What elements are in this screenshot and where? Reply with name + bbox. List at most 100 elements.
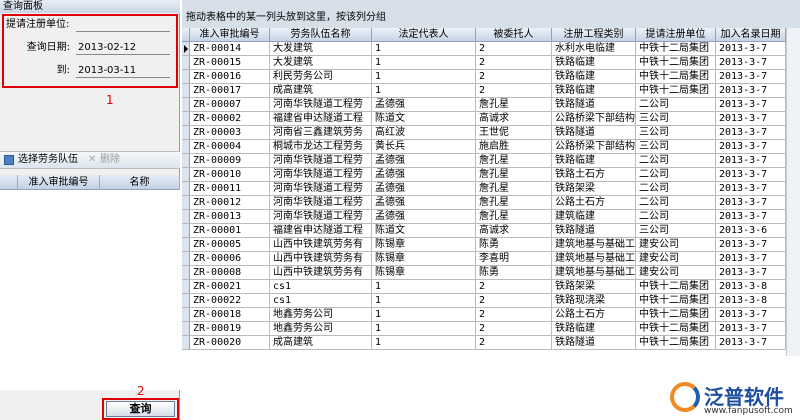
delete-button[interactable]: 删除 — [100, 154, 120, 165]
table-cell[interactable]: 铁路隧道 — [552, 336, 636, 350]
table-cell[interactable]: ZR-00003 — [190, 126, 270, 140]
table-cell[interactable]: ZR-00006 — [190, 252, 270, 266]
table-cell[interactable]: 建筑地基与基础工 — [552, 266, 636, 280]
table-cell[interactable]: 詹孔星 — [476, 168, 552, 182]
table-cell[interactable]: 二公司 — [636, 210, 716, 224]
table-cell[interactable]: 1 — [372, 308, 476, 322]
table-cell[interactable]: 2013-3-7 — [716, 42, 786, 56]
column-header[interactable]: 法定代表人 — [372, 28, 476, 42]
table-cell[interactable]: 陈勇 — [476, 238, 552, 252]
table-cell[interactable]: 二公司 — [636, 98, 716, 112]
table-cell[interactable]: ZR-00022 — [190, 294, 270, 308]
table-cell[interactable]: 河南华铁隧道工程劳 — [270, 210, 372, 224]
table-cell[interactable]: 铁路临建 — [552, 70, 636, 84]
field-input[interactable]: 2013-02-12 — [76, 41, 170, 55]
table-cell[interactable]: ZR-00019 — [190, 322, 270, 336]
table-cell[interactable]: 詹孔星 — [476, 182, 552, 196]
table-cell[interactable]: cs1 — [270, 280, 372, 294]
table-cell[interactable]: ZR-00011 — [190, 182, 270, 196]
table-cell[interactable]: ZR-00002 — [190, 112, 270, 126]
table-cell[interactable]: ZR-00018 — [190, 308, 270, 322]
table-cell[interactable]: 2 — [476, 56, 552, 70]
table-cell[interactable]: 建安公司 — [636, 252, 716, 266]
table-cell[interactable]: 2013-3-7 — [716, 70, 786, 84]
table-cell[interactable]: 二公司 — [636, 168, 716, 182]
table-cell[interactable]: 2013-3-8 — [716, 280, 786, 294]
table-cell[interactable]: 2013-3-7 — [716, 266, 786, 280]
table-cell[interactable]: 陈道文 — [372, 112, 476, 126]
table-cell[interactable]: 大发建筑 — [270, 56, 372, 70]
scrollbar[interactable] — [786, 28, 800, 356]
table-cell[interactable]: 中铁十二局集团 — [636, 294, 716, 308]
table-cell[interactable]: 1 — [372, 42, 476, 56]
table-cell[interactable]: 孟德强 — [372, 182, 476, 196]
table-cell[interactable]: 河南华铁隧道工程劳 — [270, 154, 372, 168]
table-cell[interactable]: ZR-00016 — [190, 70, 270, 84]
table-cell[interactable]: 建安公司 — [636, 238, 716, 252]
table-cell[interactable]: 1 — [372, 70, 476, 84]
table-cell[interactable]: 孟德强 — [372, 196, 476, 210]
table-cell[interactable]: 河南省三鑫建筑劳务 — [270, 126, 372, 140]
column-header[interactable]: 劳务队伍名称 — [270, 28, 372, 42]
table-cell[interactable]: 三公司 — [636, 112, 716, 126]
table-cell[interactable]: 公路土石方 — [552, 308, 636, 322]
table-cell[interactable]: 二公司 — [636, 182, 716, 196]
select-button[interactable]: 选择劳务队伍 — [18, 154, 78, 165]
table-cell[interactable]: 大发建筑 — [270, 42, 372, 56]
table-cell[interactable]: 2013-3-7 — [716, 336, 786, 350]
table-cell[interactable]: 2013-3-7 — [716, 140, 786, 154]
table-cell[interactable]: 水利水电临建 — [552, 42, 636, 56]
table-cell[interactable]: 陈锡章 — [372, 266, 476, 280]
column-header[interactable]: 名称 — [100, 175, 180, 190]
table-cell[interactable]: 铁路隧道 — [552, 224, 636, 238]
table-cell[interactable]: 2013-3-6 — [716, 224, 786, 238]
table-cell[interactable]: 詹孔星 — [476, 154, 552, 168]
table-cell[interactable]: 2 — [476, 84, 552, 98]
table-cell[interactable]: 二公司 — [636, 154, 716, 168]
table-cell[interactable]: 2013-3-7 — [716, 56, 786, 70]
table-cell[interactable]: 二公司 — [636, 196, 716, 210]
table-cell[interactable]: 陈道文 — [372, 224, 476, 238]
table-cell[interactable]: 詹孔星 — [476, 210, 552, 224]
table-cell[interactable]: 王世伲 — [476, 126, 552, 140]
table-cell[interactable]: 施启胜 — [476, 140, 552, 154]
table-cell[interactable]: 铁路临建 — [552, 56, 636, 70]
table-cell[interactable]: ZR-00005 — [190, 238, 270, 252]
table-cell[interactable]: 三公司 — [636, 140, 716, 154]
table-cell[interactable]: 2013-3-7 — [716, 98, 786, 112]
table-cell[interactable]: 2 — [476, 322, 552, 336]
table-cell[interactable]: 陈锡章 — [372, 238, 476, 252]
table-cell[interactable]: 成高建筑 — [270, 336, 372, 350]
table-cell[interactable]: 三公司 — [636, 126, 716, 140]
table-cell[interactable]: 福建省申达隧道工程 — [270, 224, 372, 238]
table-cell[interactable]: 河南华铁隧道工程劳 — [270, 182, 372, 196]
table-cell[interactable]: 铁路土石方 — [552, 168, 636, 182]
table-cell[interactable]: 公路桥梁下部结构 — [552, 112, 636, 126]
column-header[interactable]: 被委托人 — [476, 28, 552, 42]
table-cell[interactable]: 2 — [476, 336, 552, 350]
table-cell[interactable]: 2013-3-7 — [716, 196, 786, 210]
column-header[interactable]: 准入审批编号 — [18, 175, 100, 190]
table-cell[interactable]: 铁路隧道 — [552, 126, 636, 140]
table-cell[interactable]: 2013-3-7 — [716, 126, 786, 140]
table-cell[interactable]: 中铁十二局集团 — [636, 84, 716, 98]
table-cell[interactable]: 中铁十二局集团 — [636, 70, 716, 84]
table-cell[interactable]: 2013-3-7 — [716, 238, 786, 252]
table-cell[interactable]: 成高建筑 — [270, 84, 372, 98]
table-cell[interactable]: 2 — [476, 280, 552, 294]
column-header[interactable]: 加入名录日期 — [716, 28, 786, 42]
table-cell[interactable]: 孟德强 — [372, 98, 476, 112]
table-cell[interactable]: ZR-00021 — [190, 280, 270, 294]
column-header[interactable]: 准入审批编号 — [190, 28, 270, 42]
table-cell[interactable]: 山西中铁建筑劳务有 — [270, 252, 372, 266]
table-cell[interactable]: 2013-3-7 — [716, 168, 786, 182]
field-input[interactable] — [76, 18, 170, 32]
table-cell[interactable]: 建安公司 — [636, 266, 716, 280]
table-cell[interactable]: 铁路隧道 — [552, 98, 636, 112]
table-cell[interactable]: 2013-3-7 — [716, 308, 786, 322]
table-cell[interactable]: ZR-00008 — [190, 266, 270, 280]
table-cell[interactable]: ZR-00014 — [190, 42, 270, 56]
table-cell[interactable]: 1 — [372, 84, 476, 98]
table-cell[interactable]: 河南华铁隧道工程劳 — [270, 168, 372, 182]
table-cell[interactable]: 地鑫劳务公司 — [270, 308, 372, 322]
